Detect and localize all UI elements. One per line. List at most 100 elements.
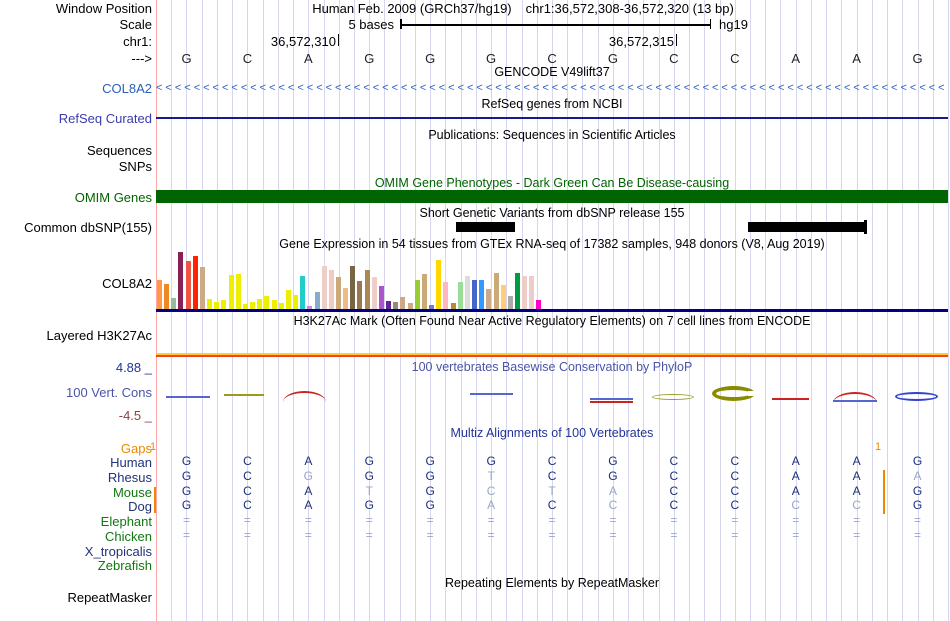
gtex-bar[interactable] xyxy=(457,282,463,309)
gtex-bar[interactable] xyxy=(250,302,256,309)
gtex-bar[interactable] xyxy=(293,295,299,309)
phylop-track-label[interactable]: 100 Vert. Cons xyxy=(66,385,152,400)
gaps-label[interactable]: Gaps xyxy=(120,441,152,456)
gene-strand-chevrons[interactable]: <<<<<<<<<<<<<<<<<<<<<<<<<<<<<<<<<<<<<<<<… xyxy=(156,82,948,94)
species-label-rhesus[interactable]: Rhesus xyxy=(107,469,152,485)
alignment-base: A xyxy=(913,468,922,483)
gtex-bar[interactable] xyxy=(386,301,392,309)
gtex-bar[interactable] xyxy=(307,306,313,309)
gtex-bar[interactable] xyxy=(486,289,492,309)
publications-track-title[interactable]: Publications: Sequences in Scientific Ar… xyxy=(428,128,676,142)
species-label-human[interactable]: Human xyxy=(110,455,152,470)
gtex-bar[interactable] xyxy=(192,256,198,309)
gtex-bar[interactable] xyxy=(314,292,320,309)
gtex-bar[interactable] xyxy=(271,300,277,309)
species-label-elephant[interactable]: Elephant xyxy=(100,514,152,529)
gtex-bar[interactable] xyxy=(321,266,327,309)
gtex-bar[interactable] xyxy=(500,285,506,309)
gtex-bar[interactable] xyxy=(336,277,341,309)
gtex-track-title[interactable]: Gene Expression in 54 tissues from GTEx … xyxy=(279,237,825,251)
gtex-bar[interactable] xyxy=(436,260,442,309)
species-label-dog[interactable]: Dog xyxy=(128,499,152,515)
gtex-bar[interactable] xyxy=(443,282,449,309)
h3k27ac-signal-top[interactable] xyxy=(156,353,948,355)
gtex-bar[interactable] xyxy=(429,305,435,309)
gtex-bar[interactable] xyxy=(328,270,334,309)
h3k27ac-track-label[interactable]: Layered H3K27Ac xyxy=(46,328,152,343)
gtex-bar[interactable] xyxy=(285,290,291,309)
phylop-track-title[interactable]: 100 vertebrates Basewise Conservation by… xyxy=(411,360,693,374)
omim-track-title[interactable]: OMIM Gene Phenotypes - Dark Green Can Be… xyxy=(374,176,730,190)
species-label-zebrafish[interactable]: Zebrafish xyxy=(97,558,152,574)
species-label-mouse[interactable]: Mouse xyxy=(112,484,152,500)
gtex-bar[interactable] xyxy=(472,280,478,309)
alignment-base: C xyxy=(730,498,740,513)
h3k27ac-track-title[interactable]: H3K27Ac Mark (Often Found Near Active Re… xyxy=(293,314,811,328)
gtex-bar[interactable] xyxy=(515,273,520,309)
gtex-bar[interactable] xyxy=(507,296,513,309)
gtex-bar[interactable] xyxy=(185,261,191,309)
gtex-bar[interactable] xyxy=(400,297,406,309)
sequences-track-label[interactable]: Sequences xyxy=(86,143,152,158)
gtex-bar[interactable] xyxy=(343,288,349,309)
phylop-min-value: -4.5 _ xyxy=(118,408,152,423)
gtex-bar[interactable] xyxy=(407,303,413,309)
gtex-bar[interactable] xyxy=(178,252,184,309)
alignment-base: = xyxy=(731,527,739,542)
omim-gene-bar[interactable] xyxy=(156,190,948,203)
gtex-bar[interactable] xyxy=(450,303,456,309)
gtex-bar[interactable] xyxy=(421,274,427,309)
gtex-bar[interactable] xyxy=(414,280,420,309)
dbsnp-variant-bar[interactable] xyxy=(456,222,515,232)
dbsnp-track-label[interactable]: Common dbSNP(155) xyxy=(24,220,152,235)
gtex-bar[interactable] xyxy=(479,280,485,309)
h3k27ac-signal-bottom[interactable] xyxy=(156,355,948,357)
refseq-gene-line[interactable] xyxy=(156,117,948,119)
gtex-bar[interactable] xyxy=(199,267,205,309)
gtex-bar[interactable] xyxy=(300,276,306,309)
gtex-bar[interactable] xyxy=(264,296,270,309)
gtex-bar[interactable] xyxy=(242,304,248,309)
dbsnp-variant-end-tick[interactable] xyxy=(864,220,867,234)
gtex-bar[interactable] xyxy=(235,274,241,309)
sequence-base: C xyxy=(669,51,679,66)
snps-track-label[interactable]: SNPs xyxy=(118,159,152,174)
gtex-bar[interactable] xyxy=(357,281,363,309)
gtex-gene-label[interactable]: COL8A2 xyxy=(102,276,152,291)
phylop-segment xyxy=(772,398,809,400)
gtex-bar[interactable] xyxy=(171,298,177,309)
gtex-bar[interactable] xyxy=(214,302,220,309)
assembly-title: Human Feb. 2009 (GRCh37/hg19) xyxy=(312,1,512,16)
gtex-bar[interactable] xyxy=(536,300,542,309)
refseq-curated-label[interactable]: RefSeq Curated xyxy=(58,111,152,126)
gtex-bar[interactable] xyxy=(364,270,370,309)
gtex-bar[interactable] xyxy=(522,276,528,309)
multiz-track-title[interactable]: Multiz Alignments of 100 Vertebrates xyxy=(450,426,654,440)
repeatmasker-track-title[interactable]: Repeating Elements by RepeatMasker xyxy=(444,576,659,590)
gtex-bar[interactable] xyxy=(371,277,377,309)
species-label-x_tropicalis[interactable]: X_tropicalis xyxy=(84,543,152,559)
gtex-bar[interactable] xyxy=(393,302,399,309)
alignment-base: C xyxy=(547,454,557,468)
repeatmasker-track-label[interactable]: RepeatMasker xyxy=(67,590,152,605)
gtex-bar[interactable] xyxy=(207,299,213,309)
gtex-bar[interactable] xyxy=(529,276,535,309)
gtex-bar[interactable] xyxy=(464,276,470,309)
gencode-track-title[interactable]: GENCODE V49lift37 xyxy=(494,65,610,79)
species-label-chicken[interactable]: Chicken xyxy=(105,528,152,544)
gtex-bar[interactable] xyxy=(164,284,170,309)
gtex-bar[interactable] xyxy=(157,280,162,309)
gtex-bar[interactable] xyxy=(350,266,356,309)
dbsnp-track-title[interactable]: Short Genetic Variants from dbSNP releas… xyxy=(419,206,685,220)
gencode-gene-label[interactable]: COL8A2 xyxy=(102,81,152,96)
refseq-track-title[interactable]: RefSeq genes from NCBI xyxy=(481,97,623,111)
omim-genes-label[interactable]: OMIM Genes xyxy=(74,190,152,205)
gtex-bar[interactable] xyxy=(378,286,384,309)
gtex-bar[interactable] xyxy=(221,300,227,309)
gtex-bar[interactable] xyxy=(278,303,284,309)
gtex-bar[interactable] xyxy=(228,275,234,309)
alignment-base: G xyxy=(608,468,618,483)
dbsnp-variant-bar[interactable] xyxy=(748,222,866,232)
gtex-bar[interactable] xyxy=(493,273,499,309)
gtex-bar[interactable] xyxy=(257,299,263,309)
